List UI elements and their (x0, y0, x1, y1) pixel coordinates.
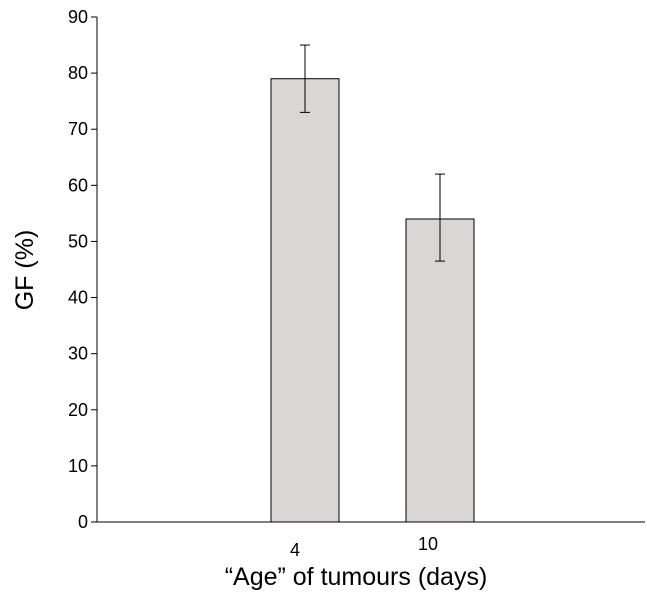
bar (405, 218, 475, 523)
x-axis-ticks: 4 10 (290, 534, 438, 560)
y-tick-label: 0 (78, 512, 88, 532)
y-tick-label: 10 (68, 456, 88, 476)
y-tick-label: 50 (68, 231, 88, 251)
y-tick-label: 90 (68, 7, 88, 27)
x-tick-label: 4 (290, 540, 300, 560)
y-tick-label: 30 (68, 344, 88, 364)
y-tick-label: 80 (68, 63, 88, 83)
y-tick-label: 40 (68, 288, 88, 308)
bars (270, 78, 475, 523)
error-bars (300, 44, 445, 262)
y-tick-label: 20 (68, 400, 88, 420)
x-axis-title: “Age” of tumours (days) (225, 563, 488, 591)
x-tick-label: 10 (418, 534, 438, 554)
y-tick-label: 70 (68, 119, 88, 139)
y-axis-ticks: 0 10 20 30 40 50 60 70 80 90 (68, 7, 97, 532)
y-axis-title: GF (%) (11, 230, 39, 311)
y-tick-label: 60 (68, 175, 88, 195)
bar (270, 78, 340, 523)
